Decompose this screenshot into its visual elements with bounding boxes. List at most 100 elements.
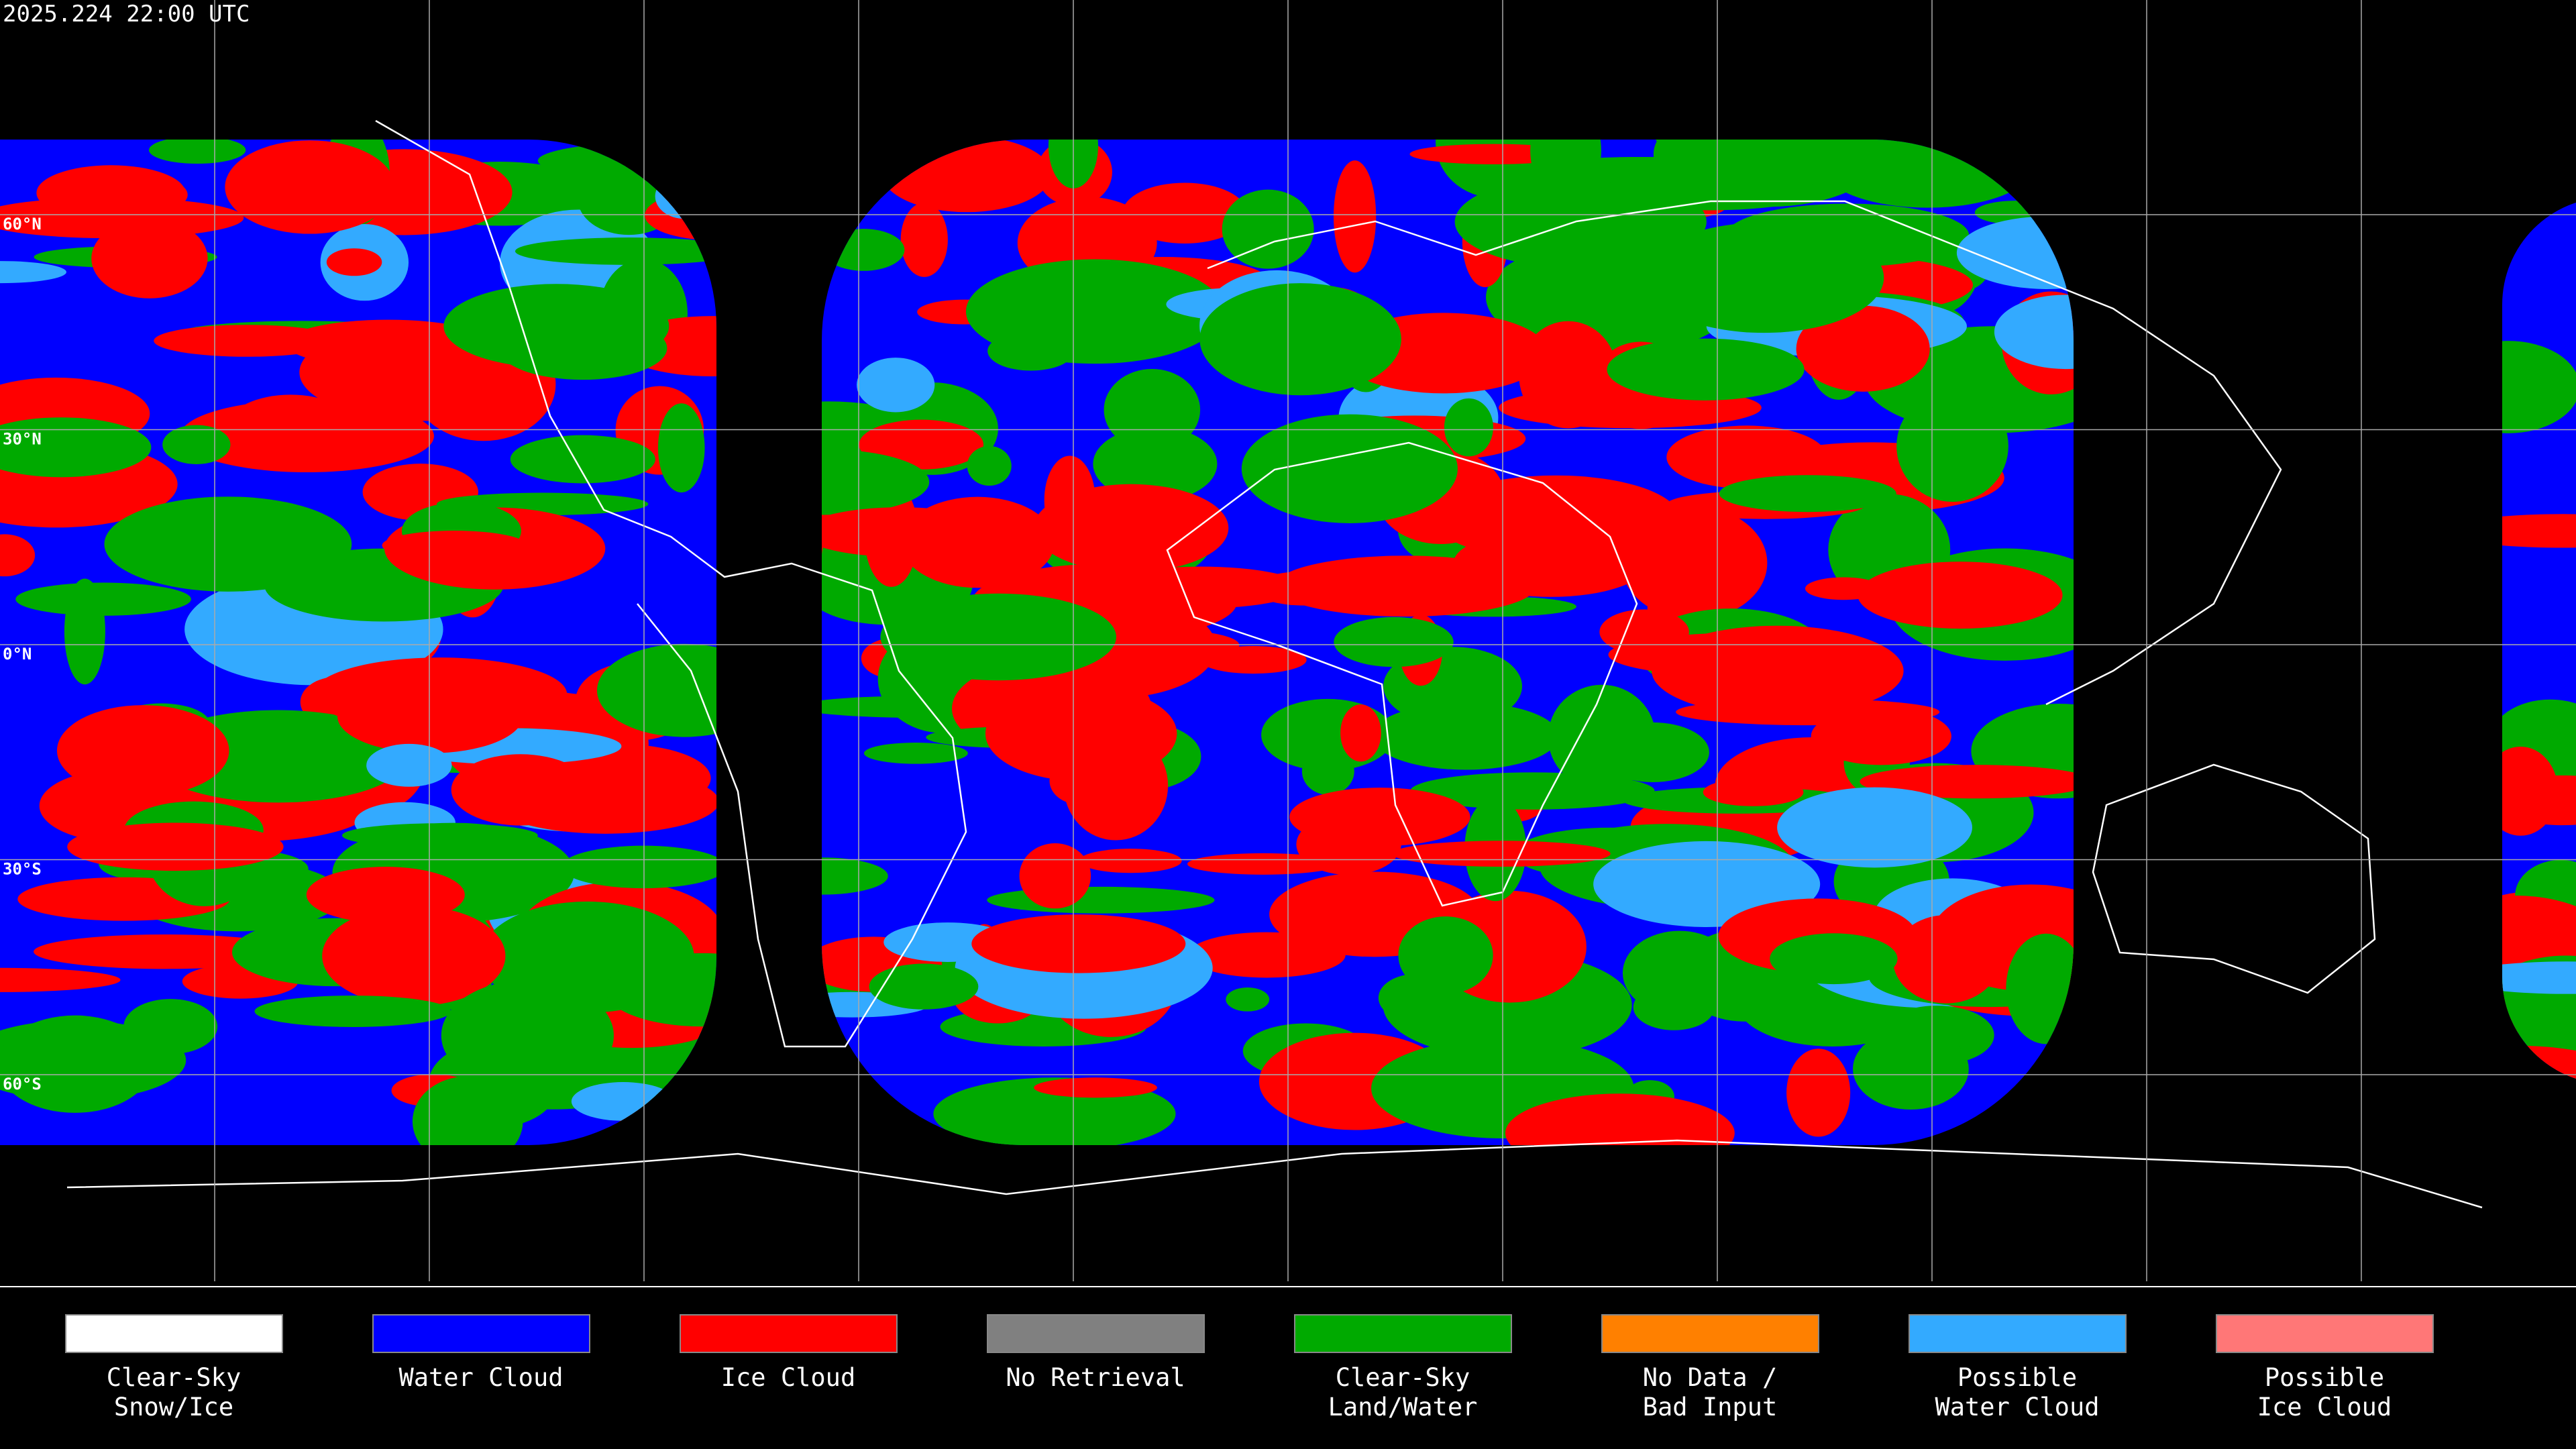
cloud-patch bbox=[1860, 765, 2074, 799]
cloud-patch bbox=[1104, 369, 1201, 451]
legend-label: Ice Cloud bbox=[721, 1363, 855, 1392]
coastline bbox=[2092, 763, 2376, 994]
cloud-patch bbox=[0, 261, 66, 284]
swath-central bbox=[822, 140, 2074, 1145]
cloud-patch bbox=[56, 705, 229, 796]
cloud-patch bbox=[34, 934, 297, 969]
cloud-patch bbox=[1199, 283, 1401, 396]
cloud-patch bbox=[605, 953, 716, 1027]
cloud-patch bbox=[67, 822, 284, 871]
legend-label: Clear-Sky bbox=[1336, 1363, 1470, 1392]
legend-swatch bbox=[680, 1314, 898, 1353]
cloud-patch bbox=[1656, 140, 1815, 152]
cloud-patch bbox=[1652, 625, 1904, 716]
legend-swatch bbox=[1601, 1314, 1819, 1353]
cloud-patch bbox=[971, 914, 1186, 973]
cloud-patch bbox=[1644, 222, 1884, 333]
legend-label: Snow/Ice bbox=[114, 1393, 233, 1421]
cloud-patch bbox=[1599, 609, 1689, 655]
cloud-patch bbox=[1956, 216, 2074, 289]
cloud-patch bbox=[967, 445, 1012, 486]
cloud-patch bbox=[1796, 305, 1930, 392]
cloud-patch bbox=[1122, 182, 1247, 244]
coastlines bbox=[66, 119, 2483, 1209]
cloud-patch bbox=[1548, 684, 1656, 790]
cloud-patch bbox=[412, 1076, 523, 1145]
cloud-patch bbox=[1607, 338, 1805, 400]
cloud-patch bbox=[443, 284, 669, 368]
cloud-patch bbox=[1852, 1028, 1969, 1110]
cloud-patch bbox=[1703, 777, 1804, 806]
cloud-patch bbox=[104, 496, 352, 592]
coastline bbox=[66, 1139, 2483, 1209]
cloud-patch bbox=[987, 886, 1215, 914]
cloud-patch bbox=[1034, 1077, 1157, 1098]
swath-east bbox=[2502, 197, 2576, 1084]
cloud-patch bbox=[1666, 425, 1827, 489]
cloud-patch bbox=[1622, 930, 1737, 1016]
cloud-patch bbox=[2502, 775, 2576, 826]
cloud-patch bbox=[1719, 475, 1896, 513]
legend-label: No Data / bbox=[1643, 1363, 1777, 1392]
cloud-patch bbox=[381, 699, 522, 722]
legend-label: No Retrieval bbox=[1006, 1363, 1185, 1392]
cloud-patch bbox=[64, 578, 105, 685]
legend-label: Possible bbox=[1957, 1363, 2077, 1392]
cloud-patch bbox=[382, 531, 527, 560]
lat-label: 30°S bbox=[3, 860, 42, 879]
cloud-patch bbox=[1892, 914, 2000, 1004]
lat-label: 0°N bbox=[3, 645, 32, 663]
legend-label: Water Cloud bbox=[398, 1363, 563, 1392]
cloud-patch bbox=[1372, 702, 1559, 770]
cloud-patch bbox=[863, 743, 968, 764]
legend-label: Possible bbox=[2265, 1363, 2384, 1392]
cloud-patch bbox=[985, 686, 1177, 782]
cloud-patch bbox=[2502, 961, 2576, 994]
cloud-patch bbox=[510, 435, 655, 484]
cloud-patch bbox=[1436, 140, 1554, 198]
cloud-patch bbox=[162, 425, 231, 464]
cloud-patch bbox=[148, 140, 246, 164]
cloud-patch bbox=[441, 979, 614, 1091]
cloud-patch bbox=[515, 237, 716, 265]
legend-label: Clear-Sky bbox=[107, 1363, 241, 1392]
swath-west bbox=[0, 140, 716, 1145]
coastline bbox=[1207, 200, 2282, 706]
cloud-patch bbox=[1093, 427, 1218, 502]
cloud-patch bbox=[1505, 1093, 1735, 1145]
cloud-patch bbox=[900, 203, 948, 277]
cloud-patch bbox=[965, 259, 1224, 364]
cloud-patch bbox=[547, 163, 641, 202]
cloud-patch bbox=[154, 325, 340, 357]
cloud-patch bbox=[1187, 932, 1346, 978]
legend-swatch bbox=[372, 1314, 590, 1353]
cloud-patch bbox=[597, 643, 716, 737]
cloud-patch bbox=[1079, 849, 1182, 873]
legend-label: Ice Cloud bbox=[2257, 1393, 2392, 1421]
cloud-patch bbox=[1600, 171, 1819, 211]
cloud-patch bbox=[1770, 933, 1898, 985]
cloud-patch bbox=[1777, 787, 1972, 868]
cloud-patch bbox=[1858, 561, 2063, 629]
legend-label: Bad Input bbox=[1643, 1393, 1777, 1421]
cloud-patch bbox=[1564, 553, 1648, 585]
cloud-patch bbox=[2502, 514, 2576, 548]
cloud-patch bbox=[225, 140, 395, 234]
cloud-patch bbox=[880, 593, 1116, 681]
cloud-patch bbox=[0, 417, 152, 478]
cloud-patch bbox=[1444, 398, 1493, 457]
cloud-patch bbox=[36, 165, 186, 221]
cloud-patch bbox=[326, 248, 382, 276]
cloud-patch bbox=[1340, 704, 1381, 762]
cloud-patch bbox=[1289, 788, 1470, 847]
cloud-patch bbox=[1994, 294, 2074, 370]
graticule: 60°N 30°N 0°N 30°S 60°S bbox=[0, 0, 2576, 1281]
cloud-patch bbox=[254, 996, 451, 1027]
legend-swatch bbox=[987, 1314, 1205, 1353]
cloud-patch bbox=[822, 857, 888, 895]
cloud-patch bbox=[0, 1015, 152, 1113]
cloud-patch bbox=[492, 769, 716, 834]
cloud-patch bbox=[945, 1087, 1080, 1145]
cloud-patch bbox=[1187, 853, 1340, 875]
